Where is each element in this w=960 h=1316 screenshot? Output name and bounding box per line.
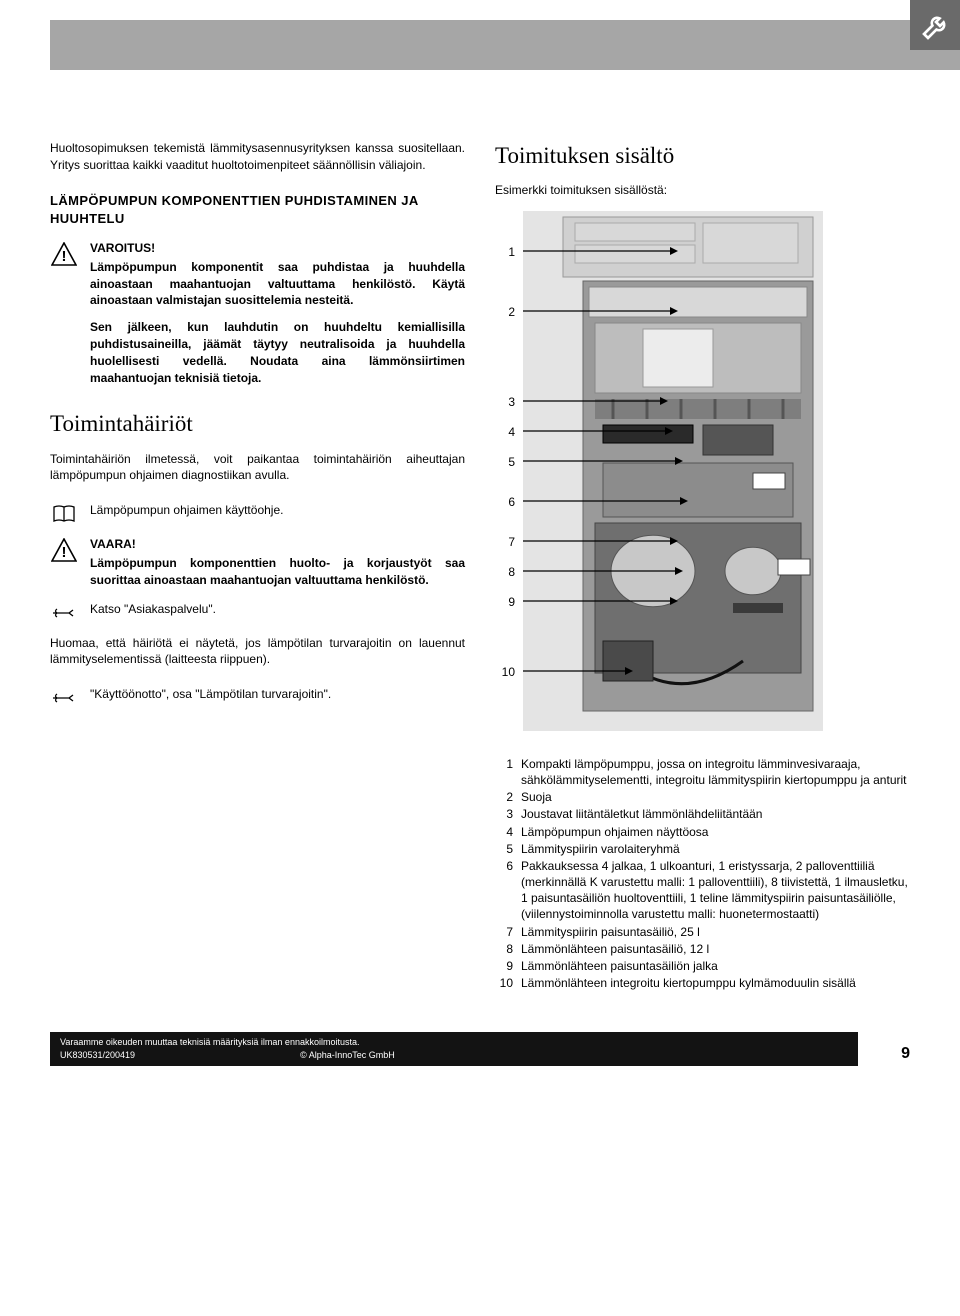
legend-row: 4 Lämpöpumpun ohjaimen näyttöosa <box>495 824 910 840</box>
legend-number: 9 <box>495 958 513 974</box>
legend-text: Joustavat liitäntäletkut lämmönlähdeliit… <box>521 806 910 822</box>
warning-text1: Lämpöpumpun komponentit saa puhdistaa ja… <box>90 259 465 309</box>
legend-number: 1 <box>495 756 513 788</box>
delivery-example: Esimerkki toimituksen sisällöstä: <box>495 182 910 199</box>
legend-row: 7 Lämmityspiirin paisuntasäiliö, 25 l <box>495 924 910 940</box>
warning-text2: Sen jälkeen, kun lauhdutin on huuhdeltu … <box>90 319 465 386</box>
warning-icon: ! <box>50 240 78 386</box>
svg-text:!: ! <box>62 248 67 265</box>
delivery-heading: Toimituksen sisältö <box>495 140 910 172</box>
malfunctions-para: Toimintahäiriön ilmetessä, voit paikanta… <box>50 451 465 485</box>
legend-row: 8 Lämmönlähteen paisuntasäiliö, 12 l <box>495 941 910 957</box>
hand-icon <box>50 601 78 623</box>
legend-row: 2 Suoja <box>495 789 910 805</box>
book-icon <box>50 502 78 524</box>
legend-text: Lämpöpumpun ohjaimen näyttöosa <box>521 824 910 840</box>
diagram-marker: 7 <box>508 534 515 551</box>
legend-text: Lämmönlähteen paisuntasäiliön jalka <box>521 958 910 974</box>
footer-line1: Varaamme oikeuden muuttaa teknisiä määri… <box>60 1036 848 1049</box>
diagram-marker: 9 <box>508 594 515 611</box>
hand2-text: "Käyttöönotto", osa "Lämpötilan turvaraj… <box>90 686 465 708</box>
footer-line2: UK830531/200419 <box>60 1050 135 1060</box>
legend-number: 3 <box>495 806 513 822</box>
subhead-cleaning: LÄMPÖPUMPUN KOMPONENTTIEN PUHDISTAMINEN … <box>50 192 465 228</box>
legend-number: 6 <box>495 858 513 923</box>
legend-text: Lämmönlähteen paisuntasäiliö, 12 l <box>521 941 910 957</box>
legend-row: 1Kompakti lämpöpumppu, jossa on integroi… <box>495 756 910 788</box>
diagram-marker: 6 <box>508 494 515 511</box>
danger-title: VAARA! <box>90 536 465 553</box>
malfunctions-heading: Toimintahäiriöt <box>50 408 465 440</box>
legend-list: 1Kompakti lämpöpumppu, jossa on integroi… <box>495 756 910 992</box>
intro-paragraph: Huoltosopimuksen tekemistä lämmitysasenn… <box>50 140 465 174</box>
warning-title: VAROITUS! <box>90 240 465 257</box>
legend-text: Suoja <box>521 789 910 805</box>
diagram-markers: 1 2 3 4 5 6 7 8 9 10 <box>495 211 515 731</box>
diagram-marker: 5 <box>508 454 515 471</box>
legend-row: 10 Lämmönlähteen integroitu kiertopumppu … <box>495 975 910 991</box>
legend-number: 7 <box>495 924 513 940</box>
hand-callout-2: "Käyttöönotto", osa "Lämpötilan turvaraj… <box>50 686 465 708</box>
note-paragraph: Huomaa, että häiriötä ei näytetä, jos lä… <box>50 635 465 669</box>
legend-number: 4 <box>495 824 513 840</box>
danger-text: Lämpöpumpun komponenttien huolto- ja kor… <box>90 555 465 589</box>
manual-text: Lämpöpumpun ohjaimen käyttöohje. <box>90 502 465 524</box>
legend-number: 2 <box>495 789 513 805</box>
warning-icon: ! <box>50 536 78 588</box>
legend-text: Lämmityspiirin varolaiteryhmä <box>521 841 910 857</box>
legend-text: Lämmityspiirin paisuntasäiliö, 25 l <box>521 924 910 940</box>
legend-row: 5 Lämmityspiirin varolaiteryhmä <box>495 841 910 857</box>
legend-row: 6Pakkauksessa 4 jalkaa, 1 ulkoanturi, 1 … <box>495 858 910 923</box>
delivery-diagram <box>523 211 910 736</box>
warning-callout: ! VAROITUS! Lämpöpumpun komponentit saa … <box>50 240 465 386</box>
danger-callout: ! VAARA! Lämpöpumpun komponenttien huolt… <box>50 536 465 588</box>
wrench-icon <box>920 10 952 47</box>
page-number: 9 <box>870 1043 910 1065</box>
diagram-marker: 8 <box>508 564 515 581</box>
legend-number: 10 <box>495 975 513 991</box>
legend-text: Lämmönlähteen integroitu kiertopumppu ky… <box>521 975 910 991</box>
legend-row: 9 Lämmönlähteen paisuntasäiliön jalka <box>495 958 910 974</box>
legend-text: Pakkauksessa 4 jalkaa, 1 ulkoanturi, 1 e… <box>521 858 910 923</box>
diagram-marker: 1 <box>508 244 515 261</box>
hand-callout-1: Katso "Asiakaspalvelu". <box>50 601 465 623</box>
hand-icon <box>50 686 78 708</box>
footer-copyright: © Alpha-InnoTec GmbH <box>300 1050 395 1060</box>
diagram-marker: 2 <box>508 304 515 321</box>
diagram-marker: 4 <box>508 424 515 441</box>
diagram-marker: 10 <box>502 664 515 681</box>
legend-number: 8 <box>495 941 513 957</box>
svg-text:!: ! <box>62 544 67 561</box>
manual-callout: Lämpöpumpun ohjaimen käyttöohje. <box>50 502 465 524</box>
diagram-marker: 3 <box>508 394 515 411</box>
legend-number: 5 <box>495 841 513 857</box>
legend-text: Kompakti lämpöpumppu, jossa on integroit… <box>521 756 910 788</box>
legend-row: 3 Joustavat liitäntäletkut lämmönlähdelii… <box>495 806 910 822</box>
footer-bar: Varaamme oikeuden muuttaa teknisiä määri… <box>50 1032 858 1065</box>
hand1-text: Katso "Asiakaspalvelu". <box>90 601 465 623</box>
